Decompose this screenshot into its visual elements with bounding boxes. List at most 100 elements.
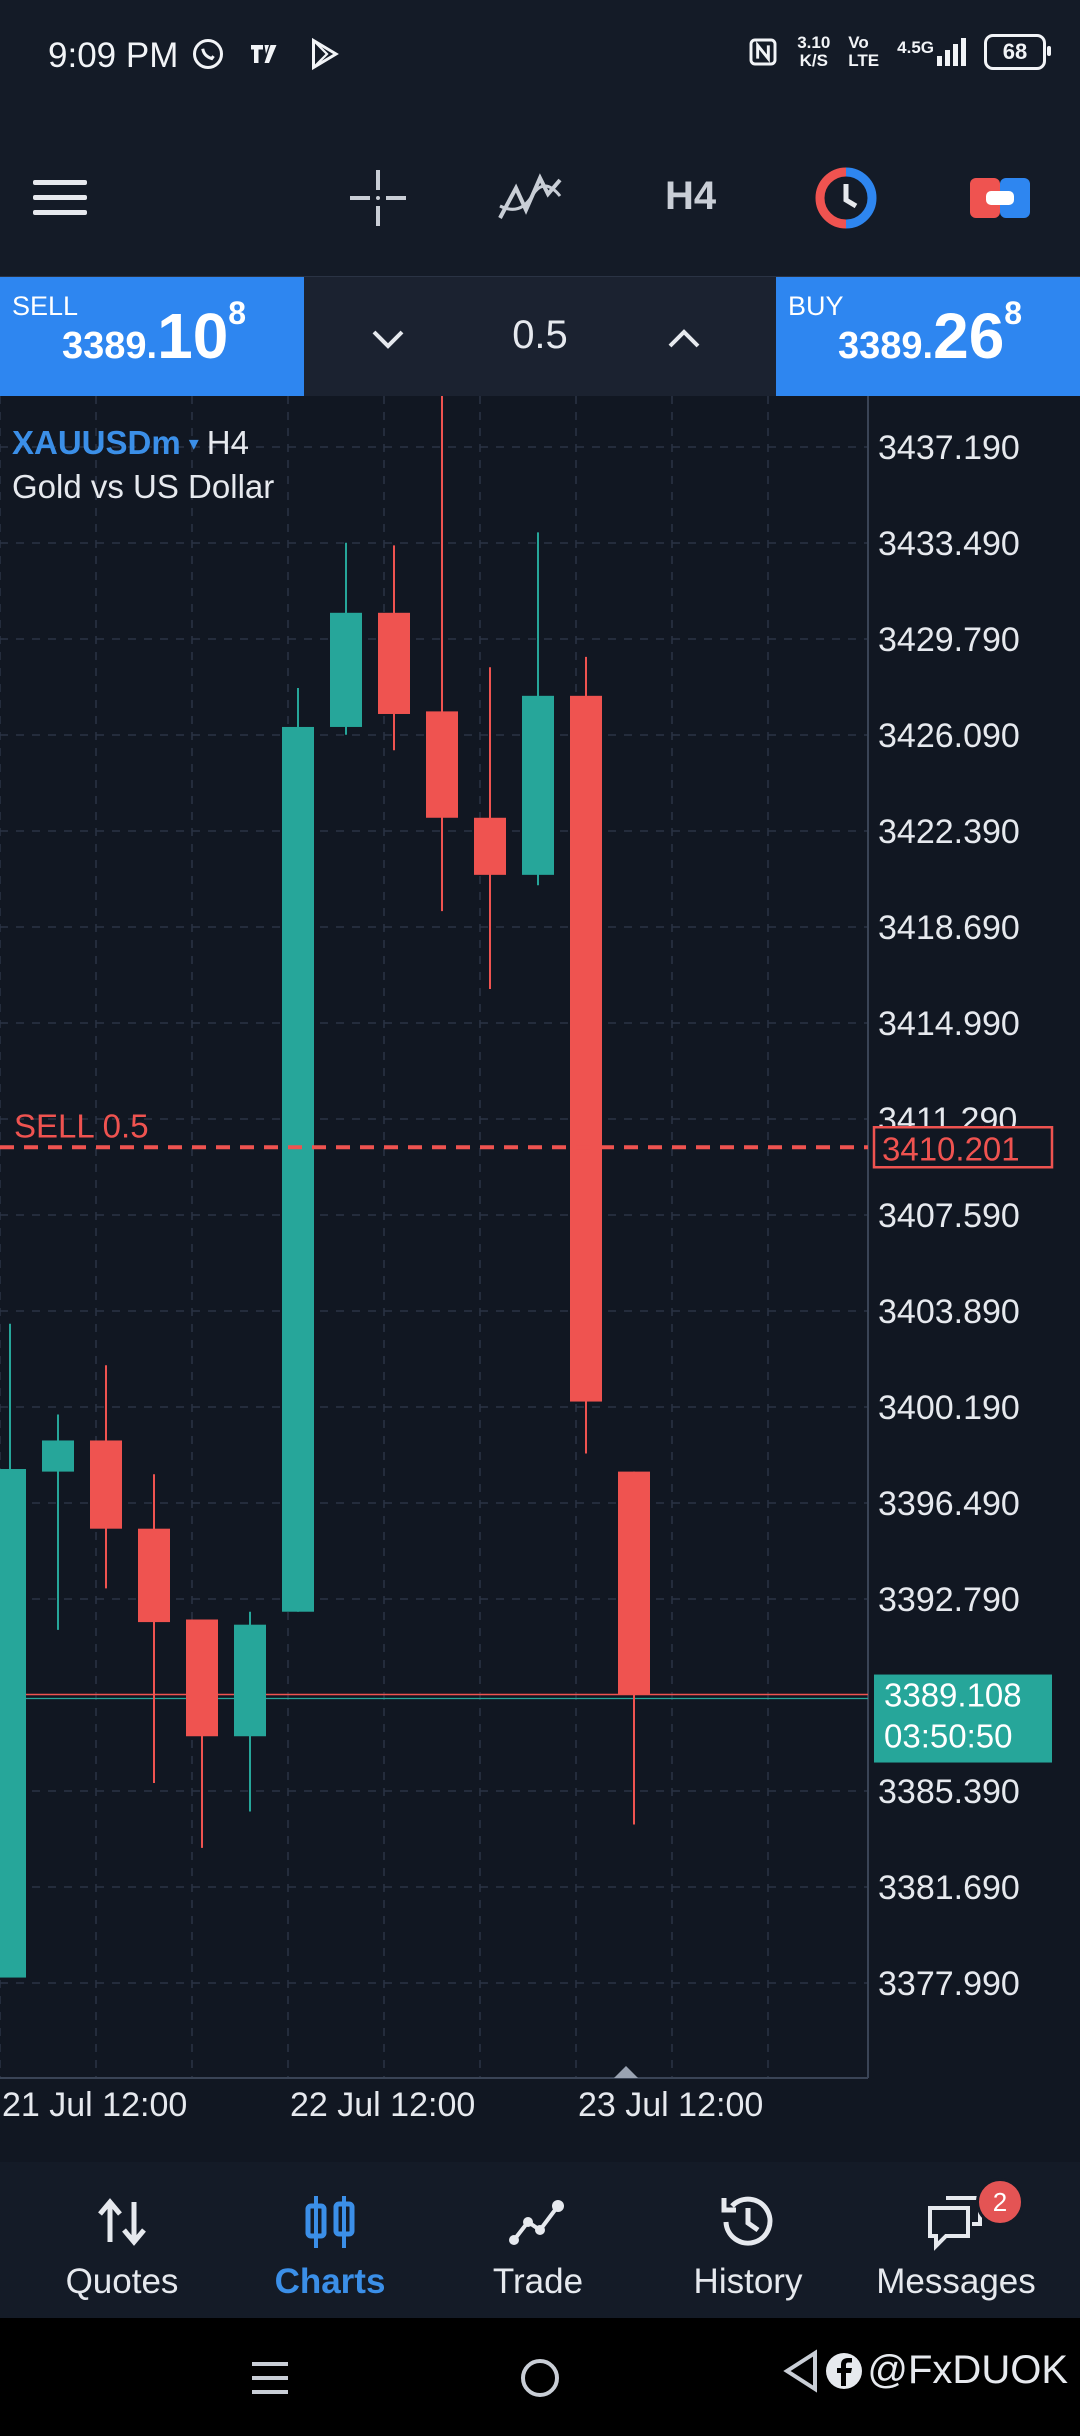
nav-trade-label: Trade	[492, 2262, 584, 2301]
crosshair-button[interactable]	[338, 158, 418, 238]
x-tick-label: 22 Jul 12:00	[290, 2086, 475, 2124]
nav-quotes-label: Quotes	[65, 2262, 179, 2301]
buy-label: BUY	[788, 291, 844, 321]
facebook-icon	[826, 2352, 863, 2389]
play-store-icon	[312, 37, 339, 71]
nav-messages[interactable]: 2 Messages	[856, 2172, 1056, 2312]
candle-body[interactable]	[330, 612, 362, 727]
one-click-trading-icon	[815, 167, 877, 229]
status-system-icons: 3.10 K/S Vo LTE 4.5G 68	[747, 33, 1051, 70]
y-tick-label: 3414.990	[878, 1005, 1020, 1043]
messages-badge: 2	[976, 2178, 1024, 2226]
y-tick-label: 3396.490	[878, 1485, 1020, 1523]
symbol-timeframe: H4	[206, 424, 249, 461]
nav-trade[interactable]: Trade	[438, 2172, 638, 2312]
sell-order-price: 3410.201	[882, 1130, 1020, 1167]
nav-history[interactable]: History	[648, 2172, 848, 2312]
system-navigation-bar: @FxDUOK	[0, 2318, 1080, 2436]
nav-history-label: History	[693, 2262, 803, 2301]
symbol-selector[interactable]: XAUUSDm ▾ H4	[12, 424, 249, 462]
chevron-down-icon	[372, 330, 404, 349]
y-tick-label: 3433.490	[878, 525, 1020, 563]
y-tick-label: 3377.990	[878, 1965, 1020, 2003]
candle-body[interactable]	[234, 1624, 266, 1737]
candle-body[interactable]	[138, 1528, 170, 1623]
sell-order-price-box	[872, 1126, 1054, 1169]
sell-button[interactable]: SELL 3389.108	[0, 277, 304, 397]
candle-body[interactable]	[378, 612, 410, 714]
home-button[interactable]	[510, 2348, 570, 2408]
crosshair-icon	[350, 170, 406, 226]
network-speed: 3.10 K/S	[797, 33, 831, 70]
toggle-icon	[970, 178, 1030, 218]
lot-size-value[interactable]: 0.5	[512, 313, 568, 357]
candle-body[interactable]	[426, 711, 458, 818]
candle-body[interactable]	[282, 726, 314, 1612]
candle-body[interactable]	[474, 817, 506, 875]
chart-scroll-marker[interactable]	[614, 2066, 638, 2078]
watermark-text: @FxDUOK	[867, 2348, 1068, 2392]
recents-button[interactable]	[240, 2348, 300, 2408]
history-icon	[721, 2196, 773, 2246]
x-tick-label: 23 Jul 12:00	[578, 2086, 763, 2124]
y-tick-label: 3418.690	[878, 909, 1020, 947]
candle-countdown: 03:50:50	[884, 1718, 1012, 1755]
chart-background	[0, 396, 1080, 2162]
signal-icon: 4.5G	[897, 38, 966, 66]
nav-quotes[interactable]: Quotes	[22, 2172, 222, 2312]
menu-button[interactable]	[20, 158, 100, 238]
candle-body[interactable]	[0, 1469, 26, 1978]
y-tick-label: 3392.790	[878, 1581, 1020, 1619]
y-tick-label: 3429.790	[878, 621, 1020, 659]
current-price-value: 3389.108	[884, 1677, 1022, 1714]
symbol-name: XAUUSDm	[12, 424, 181, 461]
y-tick-label: 3422.390	[878, 813, 1020, 851]
charts-icon	[305, 2196, 355, 2248]
whatsapp-icon	[193, 39, 223, 69]
one-click-trade-panel: SELL 3389.108 0.5 BUY 3389.268	[0, 276, 1080, 398]
candle-body[interactable]	[570, 695, 602, 1402]
y-tick-label: 3385.390	[878, 1773, 1020, 1811]
lot-increase-button[interactable]	[656, 311, 712, 367]
indicators-icon	[498, 173, 562, 219]
tradingview-icon	[251, 45, 277, 63]
status-bar: 9:09 PM 3.10 K/S Vo LTE 4.5G 68	[0, 0, 1080, 118]
x-tick-label: 21 Jul 12:00	[2, 2086, 187, 2124]
timeframe-button[interactable]: H4	[665, 174, 717, 218]
nav-charts[interactable]: Charts	[230, 2172, 430, 2312]
lot-decrease-button[interactable]	[360, 311, 416, 367]
candle-body[interactable]	[618, 1471, 650, 1695]
y-tick-label: 3400.190	[878, 1389, 1020, 1427]
y-tick-label: 3426.090	[878, 717, 1020, 755]
chevron-up-icon	[668, 329, 700, 348]
trade-icon	[509, 2200, 564, 2245]
sell-label: SELL	[12, 291, 79, 321]
menu-icon	[33, 180, 87, 215]
candle-body[interactable]	[522, 695, 554, 875]
nav-charts-label: Charts	[274, 2262, 386, 2301]
sell-order-label: SELL 0.5	[14, 1107, 149, 1144]
nfc-icon	[749, 38, 777, 66]
y-tick-label: 3381.690	[878, 1869, 1020, 1907]
caret-down-icon: ▾	[188, 433, 199, 455]
quotes-arrows-icon	[98, 2198, 146, 2246]
y-tick-label: 3403.890	[878, 1293, 1020, 1331]
candle-body[interactable]	[186, 1619, 218, 1737]
watermark: @FxDUOK	[781, 2348, 1068, 2393]
trade-panel-toggle-button[interactable]	[960, 158, 1040, 238]
chart-toolbar: H4	[0, 118, 1080, 276]
sell-price: 3389.108	[62, 295, 247, 372]
indicators-button[interactable]	[490, 158, 570, 238]
nav-messages-label: Messages	[876, 2262, 1036, 2301]
buy-button[interactable]: BUY 3389.268	[776, 277, 1080, 397]
y-tick-label: 3407.590	[878, 1197, 1020, 1235]
one-click-trading-button[interactable]	[806, 158, 886, 238]
price-chart[interactable]: 3437.190 3433.490 3429.790 3426.090 3422.390…	[0, 396, 1080, 2162]
home-circle-icon	[521, 2359, 559, 2397]
back-triangle-icon[interactable]	[781, 2348, 821, 2393]
battery-icon: 68	[984, 34, 1051, 70]
symbol-description: Gold vs US Dollar	[12, 468, 275, 505]
candle-body[interactable]	[42, 1440, 74, 1472]
recents-icon	[252, 2362, 288, 2394]
candle-body[interactable]	[90, 1440, 122, 1529]
